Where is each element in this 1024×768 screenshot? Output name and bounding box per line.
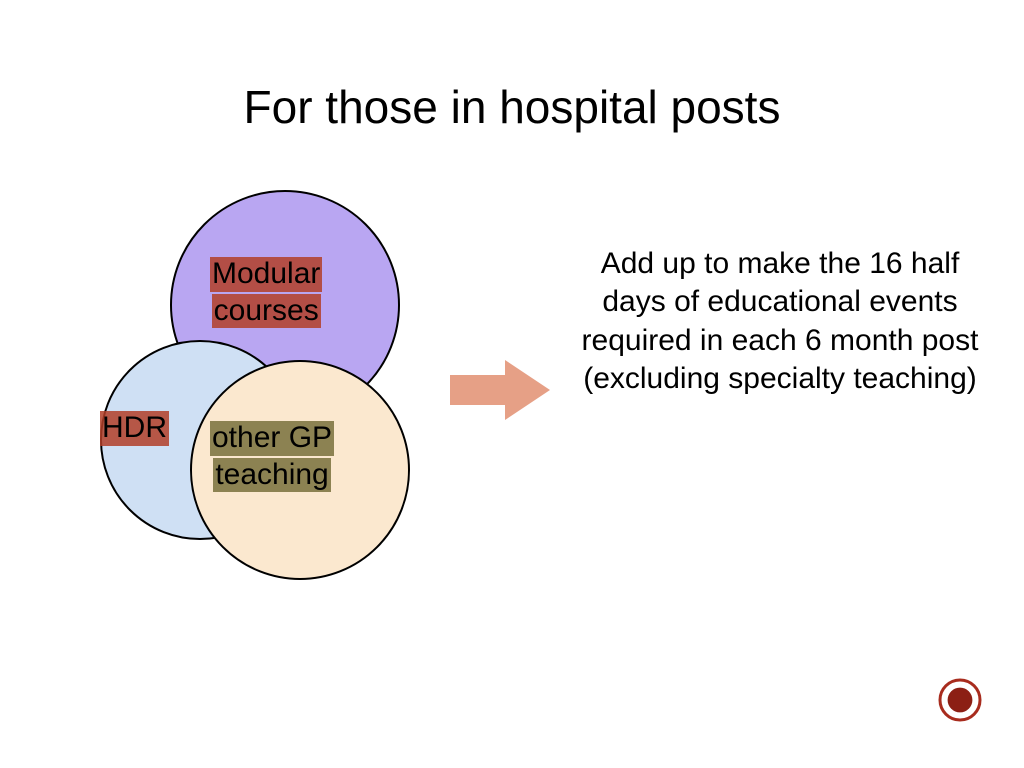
venn-label-hdr: HDR — [100, 410, 169, 447]
venn-label-other-line2: teaching — [213, 458, 330, 493]
venn-label-modular-line2: courses — [212, 294, 321, 329]
arrow-icon — [450, 360, 550, 420]
description-text: Add up to make the 16 half days of educa… — [580, 245, 980, 399]
venn-label-other-gp: other GP teaching — [210, 420, 334, 493]
slide: For those in hospital posts Modular cour… — [0, 0, 1024, 768]
venn-label-modular: Modular courses — [210, 256, 322, 329]
ornament-icon — [938, 678, 982, 722]
venn-label-hdr-line1: HDR — [100, 411, 169, 446]
venn-label-other-line1: other GP — [210, 421, 334, 456]
slide-title: For those in hospital posts — [0, 80, 1024, 134]
venn-label-modular-line1: Modular — [210, 257, 322, 292]
